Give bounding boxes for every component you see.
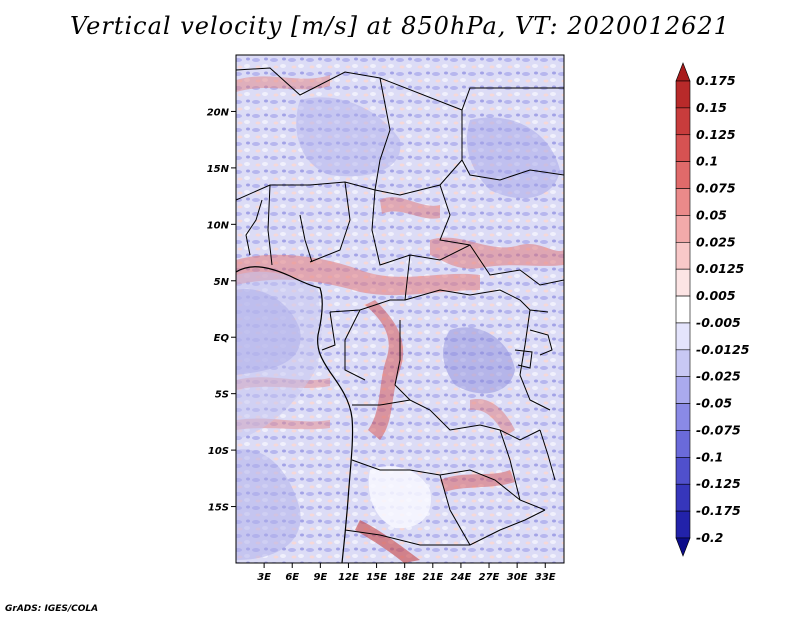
colorbar-label: -0.05 bbox=[696, 396, 732, 411]
colorbar-swatch bbox=[675, 483, 691, 512]
chart-title: Vertical velocity [m/s] at 850hPa, VT: 2… bbox=[70, 12, 730, 40]
colorbar-label: 0.175 bbox=[696, 73, 736, 88]
colorbar-label: -0.075 bbox=[696, 422, 741, 437]
ascent-band bbox=[236, 75, 330, 92]
colorbar-swatch bbox=[675, 295, 691, 324]
ascent-band bbox=[470, 399, 515, 436]
colorbar-label: 0.1 bbox=[696, 154, 718, 169]
colorbar-swatch bbox=[675, 188, 691, 216]
map-axes: 3E 6E 9E 12E 15E 18E 21E 24E 27E 30E 33E 20N 15N 10N 5… bbox=[207, 107, 556, 583]
lat-tick-label: 20N bbox=[207, 107, 230, 118]
colorbar-swatch bbox=[675, 62, 691, 82]
colorbar: 0.175 0.15 0.125 0.1 0.075 0.05 0.025 0.0125 0.0… bbox=[675, 62, 750, 557]
lon-tick-label: 30E bbox=[507, 572, 528, 583]
colorbar-swatch bbox=[675, 403, 691, 431]
ascent-band bbox=[355, 520, 420, 563]
descent-area bbox=[236, 449, 301, 560]
colorbar-swatch bbox=[675, 161, 691, 189]
map-frame bbox=[235, 54, 565, 564]
colorbar-label: -0.2 bbox=[696, 530, 723, 545]
colorbar-swatch bbox=[675, 430, 691, 458]
lat-tick-label: 10S bbox=[208, 446, 229, 457]
colorbar-swatch bbox=[675, 457, 691, 485]
lat-tick-label: 5N bbox=[214, 277, 230, 288]
colorbar-label: -0.0125 bbox=[696, 342, 750, 357]
lat-tick-label: 15N bbox=[207, 164, 230, 175]
colorbar-label: -0.125 bbox=[696, 476, 741, 491]
ascent-band bbox=[365, 300, 404, 440]
ocean-area bbox=[236, 271, 322, 440]
lon-tick-label: 18E bbox=[394, 572, 415, 583]
lat-tick-label: 10N bbox=[207, 220, 230, 231]
ascent-band bbox=[236, 254, 480, 296]
colorbar-label: 0.0125 bbox=[696, 261, 745, 276]
colorbar-label: 0.05 bbox=[696, 207, 727, 222]
colorbar-swatch bbox=[675, 134, 691, 162]
colorbar-swatch bbox=[675, 241, 691, 270]
lat-tick-label: EQ bbox=[214, 333, 230, 344]
lon-tick-label: 21E bbox=[422, 572, 443, 583]
colorbar-swatch bbox=[675, 107, 691, 136]
colorbar-swatch bbox=[675, 376, 691, 404]
country-borders bbox=[236, 67, 564, 563]
lon-tick-label: 24E bbox=[451, 572, 472, 583]
colorbar-label: -0.025 bbox=[696, 369, 741, 384]
descent-area bbox=[296, 97, 401, 177]
descent-area bbox=[443, 327, 515, 394]
colorbar-label: 0.005 bbox=[696, 288, 736, 303]
colorbar-label: 0.125 bbox=[696, 127, 736, 142]
lat-tick-label: 5S bbox=[215, 390, 229, 401]
colorbar-swatch bbox=[675, 268, 691, 297]
lat-tick-label: 15S bbox=[208, 503, 229, 514]
colorbar-swatch bbox=[675, 537, 691, 557]
colorbar-label: 0.15 bbox=[696, 100, 727, 115]
ascent-band bbox=[430, 237, 564, 269]
lon-tick-label: 6E bbox=[285, 572, 299, 583]
lon-tick-label: 12E bbox=[338, 572, 359, 583]
colorbar-label: 0.075 bbox=[696, 181, 736, 196]
lon-tick-label: 27E bbox=[479, 572, 500, 583]
colorbar-label: -0.1 bbox=[696, 449, 723, 464]
colorbar-label: -0.175 bbox=[696, 503, 741, 518]
colorbar-label: -0.005 bbox=[696, 315, 741, 330]
colorbar-swatch bbox=[675, 215, 691, 243]
colorbar-swatch bbox=[675, 80, 691, 109]
colorbar-swatch bbox=[675, 322, 691, 351]
lon-tick-label: 3E bbox=[257, 572, 271, 583]
colorbar-swatch bbox=[675, 510, 691, 539]
ascent-band bbox=[380, 197, 440, 219]
lon-tick-label: 9E bbox=[313, 572, 327, 583]
colorbar-swatch bbox=[675, 349, 691, 378]
lon-tick-label: 15E bbox=[366, 572, 387, 583]
calm-area bbox=[368, 466, 431, 529]
lon-tick-label: 33E bbox=[535, 572, 556, 583]
ascent-band bbox=[440, 470, 515, 492]
velocity-field bbox=[236, 55, 564, 563]
grads-credit: GrADS: IGES/COLA bbox=[5, 604, 99, 614]
colorbar-label: 0.025 bbox=[696, 234, 736, 249]
